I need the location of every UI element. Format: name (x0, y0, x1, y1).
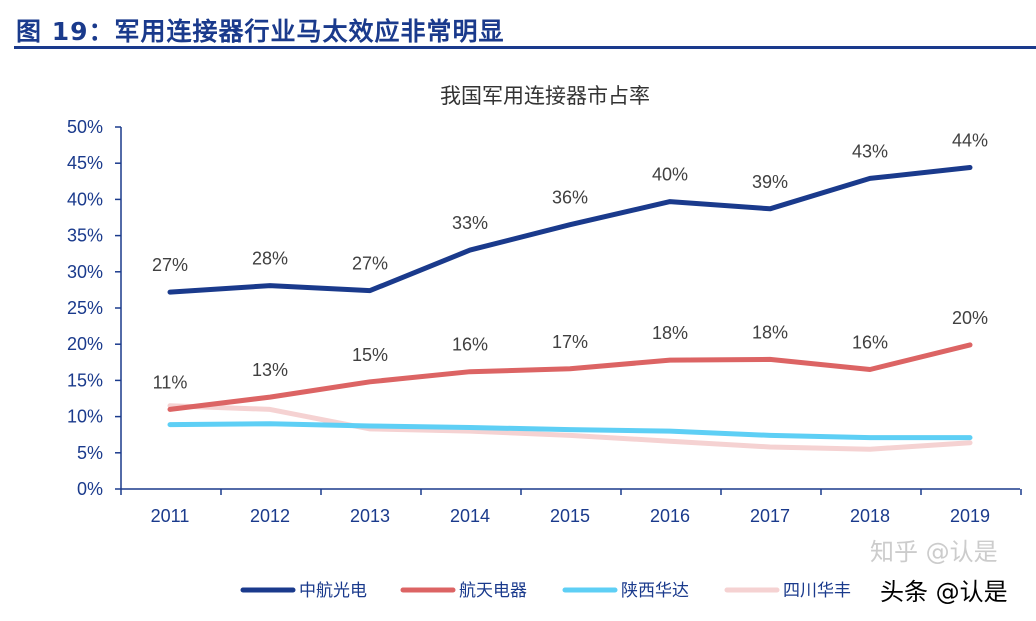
x-tick-label: 2012 (250, 506, 290, 526)
data-label: 11% (153, 372, 188, 392)
y-tick-label: 40% (67, 189, 103, 209)
figure-title: 图 19：军用连接器行业马太效应非常明显 (16, 17, 505, 46)
legend-label: 航天电器 (459, 581, 527, 601)
x-tick-label: 2016 (650, 506, 690, 526)
watermark-toutiao: 头条 @认是 (880, 578, 1008, 606)
x-tick-label: 2014 (450, 506, 490, 526)
data-label: 40% (652, 165, 688, 185)
y-tick-label: 45% (67, 153, 103, 173)
y-tick-label: 50% (67, 117, 103, 137)
x-tick-label: 2013 (350, 506, 390, 526)
series-line-0 (167, 165, 973, 295)
y-tick-label: 0% (77, 479, 103, 499)
data-label: 17% (552, 332, 588, 352)
legend-label: 中航光电 (299, 581, 367, 601)
data-label: 36% (552, 188, 588, 208)
x-tick-label: 2019 (950, 506, 990, 526)
y-tick-label: 25% (67, 298, 103, 318)
series-line-2 (167, 421, 973, 441)
y-tick-label: 10% (67, 407, 103, 427)
series-line-3 (167, 403, 973, 452)
x-tick-label: 2015 (550, 506, 590, 526)
legend-label: 四川华丰 (783, 581, 851, 601)
data-label: 18% (652, 323, 688, 343)
y-tick-label: 5% (77, 443, 103, 463)
data-label: 44% (952, 131, 988, 151)
data-label: 39% (752, 172, 788, 192)
y-tick-label: 20% (67, 334, 103, 354)
chart-title: 我国军用连接器市占率 (440, 84, 650, 108)
series-line-1 (167, 342, 973, 412)
y-tick-label: 30% (67, 262, 103, 282)
data-label: 18% (752, 322, 788, 342)
legend-label: 陕西华达 (621, 581, 689, 601)
watermark-zhihu: 知乎 @认是 (870, 538, 998, 566)
y-tick-label: 35% (67, 226, 103, 246)
data-label: 43% (852, 141, 888, 161)
data-label: 27% (152, 255, 188, 275)
title-rule (14, 46, 1036, 49)
data-label: 28% (252, 249, 288, 269)
data-label: 27% (352, 254, 388, 274)
data-label: 15% (352, 345, 388, 365)
y-tick-label: 15% (67, 370, 103, 390)
x-tick-label: 2017 (750, 506, 790, 526)
data-label: 13% (252, 360, 288, 380)
x-tick-label: 2011 (151, 506, 190, 526)
data-label: 16% (452, 335, 488, 355)
data-label: 20% (952, 308, 988, 328)
data-label: 16% (852, 333, 888, 353)
data-label: 33% (452, 213, 488, 233)
x-tick-label: 2018 (850, 506, 890, 526)
